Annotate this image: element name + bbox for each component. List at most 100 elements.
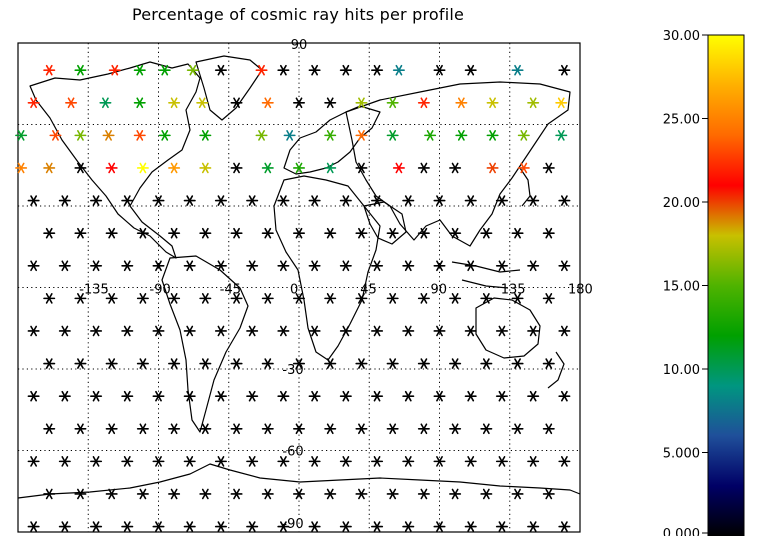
japan-coastline [519,167,531,207]
figure-title: Percentage of cosmic ray hits per profil… [132,5,464,24]
data-point [27,390,40,402]
data-point [230,97,243,109]
data-point [15,130,28,141]
data-point [90,325,103,337]
longitude-label: 180 [568,283,593,298]
data-point [339,325,352,337]
data-point [324,227,337,239]
data-point [558,195,571,206]
longitude-label: -135 [79,283,109,298]
data-point [199,423,212,435]
data-point [417,97,430,109]
europe-coastline [283,105,381,175]
data-point [517,162,530,174]
data-points [15,64,571,532]
data-point [105,227,118,239]
data-point [417,162,430,174]
data-point [261,162,274,174]
data-point [464,325,477,337]
data-point [121,456,134,467]
data-point [214,325,227,337]
data-point [324,162,337,174]
data-point [292,423,306,435]
data-point [527,325,540,337]
data-point [558,521,571,532]
south-america-coastline [161,255,249,433]
data-point [495,456,508,467]
longitude-label: -90 [150,283,171,298]
data-point [371,195,384,206]
data-point [324,358,337,369]
data-point [386,293,399,304]
data-point [511,358,524,369]
data-point [214,456,227,467]
data-point [105,488,118,500]
data-point [292,227,306,239]
data-point [308,195,321,206]
data-point [58,260,71,272]
map-frame [17,42,581,533]
data-point [308,325,321,337]
data-point [486,130,499,141]
data-point [417,488,430,500]
data-point [133,64,146,76]
data-point [183,260,196,272]
data-point [90,521,103,532]
data-point [183,456,196,467]
data-point [292,97,306,109]
data-point [133,97,146,109]
data-point [392,162,405,174]
data-point [486,162,499,174]
longitude-labels: -135 -90 -45 0 45 90 135 180 [79,283,593,298]
data-point [371,521,384,532]
data-point [58,521,71,532]
arabia-coastline [363,201,407,245]
longitude-label: 135 [501,283,526,298]
data-point [121,195,134,206]
data-point [555,130,568,141]
data-point [121,390,134,402]
data-point [168,488,181,500]
data-point [90,390,103,402]
data-point [464,64,477,76]
data-point [355,130,368,141]
latitude-labels: -30 -60 -90 [282,363,303,532]
data-point [355,358,368,369]
data-point [27,456,40,467]
data-point [43,64,56,76]
data-point [121,521,134,532]
data-point [283,130,296,141]
data-point [542,358,555,369]
data-point [542,162,555,174]
colorbar-ticks: 0.000 5.000 10.00 15.00 20.00 25.00 30.00 [663,29,708,536]
data-point [339,521,352,532]
data-point [433,260,446,272]
data-point [542,488,555,500]
data-point [355,293,368,304]
data-point [495,325,508,337]
data-point [43,358,56,369]
data-point [542,227,555,239]
data-point [74,227,87,239]
data-point [136,488,149,500]
data-point [152,195,165,206]
data-point [261,97,274,109]
data-point [277,456,290,467]
data-point [308,390,321,402]
data-point [74,423,87,435]
data-point [464,521,477,532]
data-point [324,423,337,435]
colorbar-tick-label: 0.000 [663,527,700,536]
data-point [511,488,524,500]
data-point [292,358,306,369]
data-point [511,64,524,76]
data-point [43,293,56,304]
data-point [27,195,40,206]
data-point [371,456,384,467]
data-point [480,293,493,304]
data-point [449,488,462,500]
data-point [511,293,524,304]
data-point [261,423,274,435]
data-point [43,227,56,239]
data-point [480,423,493,435]
